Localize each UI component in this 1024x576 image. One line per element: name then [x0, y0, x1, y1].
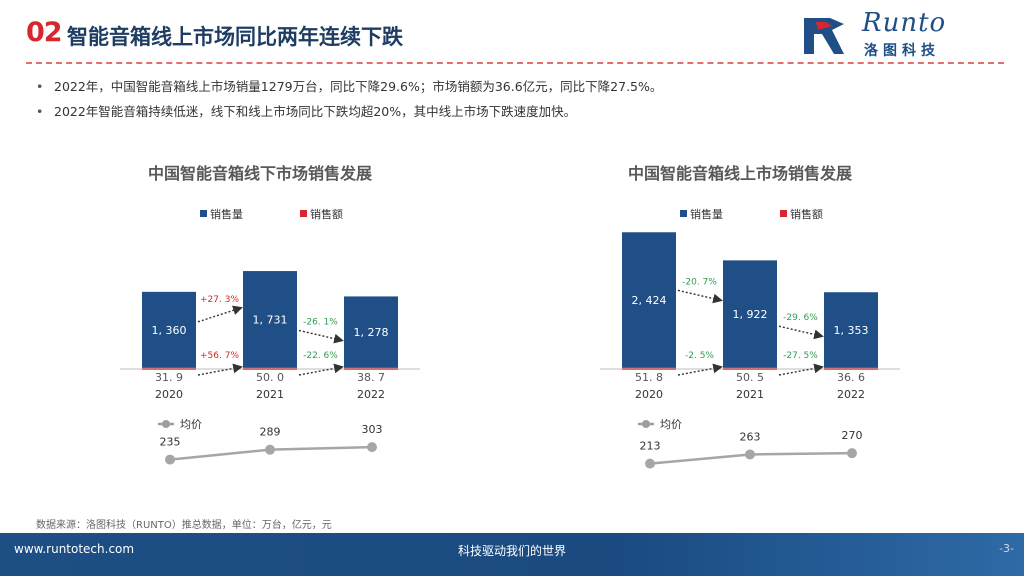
x-tick-label: 2022	[837, 388, 865, 401]
legend-label-avg-price: 均价	[660, 418, 682, 431]
footer-slogan: 科技驱动我们的世界	[457, 544, 566, 558]
growth-label-volume: -29. 6%	[783, 313, 818, 323]
avg-price-label: 270	[842, 429, 863, 442]
bar-volume-label: 1, 731	[253, 314, 288, 327]
bar-volume	[344, 296, 398, 368]
bar-volume-label: 1, 922	[733, 308, 768, 321]
growth-arrow-volume	[677, 289, 723, 304]
legend-label-value: 销售额	[310, 207, 343, 221]
avg-price-point	[745, 449, 755, 460]
bullet-item: 2022年，中国智能音箱线上市场销量1279万台，同比下降29.6%；市场销额为…	[36, 74, 996, 99]
avg-price-point	[367, 442, 377, 453]
legend-swatch-volume	[200, 210, 207, 217]
legend-swatch-volume	[680, 210, 687, 217]
bar-value-label: 38. 7	[357, 371, 385, 384]
growth-arrow-volume	[298, 329, 344, 344]
legend-marker-avg-price	[162, 420, 170, 428]
bar-volume	[723, 260, 777, 368]
bar-volume-label: 1, 278	[354, 326, 389, 339]
footer-url: www.runtotech.com	[14, 542, 135, 556]
avg-price-label: 303	[362, 423, 383, 436]
growth-label-volume: +27. 3%	[200, 295, 239, 305]
bar-volume	[243, 271, 297, 368]
bullet-item: 2022年智能音箱持续低迷，线下和线上市场同比下跌均超20%，其中线上市场下跌速…	[36, 99, 996, 124]
x-tick-label: 2021	[736, 388, 764, 401]
growth-label-value: -27. 5%	[783, 351, 818, 361]
growth-label-value: -2. 5%	[685, 351, 714, 361]
legend-label-volume: 销售量	[210, 207, 243, 221]
avg-price-label: 235	[160, 436, 181, 449]
growth-label-value: -22. 6%	[303, 351, 338, 361]
legend-label-value: 销售额	[790, 207, 823, 221]
x-tick-label: 2022	[357, 388, 385, 401]
growth-arrow-value	[197, 363, 243, 376]
header: 02 智能音箱线上市场同比两年连续下跌 Runto 洛图科技	[0, 0, 1024, 70]
legend-label-volume: 销售量	[690, 207, 723, 221]
page-number: -3-	[999, 542, 1014, 555]
bar-volume-label: 2, 424	[632, 294, 667, 307]
avg-price-point	[265, 444, 275, 455]
bar-value-label: 50. 5	[736, 371, 764, 384]
growth-arrow-volume	[778, 325, 824, 340]
header-divider	[26, 62, 1004, 64]
avg-price-point	[645, 458, 655, 469]
growth-label-volume: -26. 1%	[303, 317, 338, 327]
data-source-note: 数据来源：洛图科技（RUNTO）推总数据，单位：万台，亿元，元	[36, 520, 332, 531]
bar-value-label: 51. 8	[635, 371, 663, 384]
section-number: 02	[26, 17, 63, 48]
page-title: 智能音箱线上市场同比两年连续下跌	[67, 25, 403, 49]
bar-volume-label: 1, 353	[834, 324, 869, 337]
bar-volume	[622, 232, 676, 368]
bar-volume-label: 1, 360	[152, 324, 187, 337]
bar-volume	[142, 291, 196, 368]
avg-price-label: 263	[740, 430, 761, 443]
legend-marker-avg-price	[642, 420, 650, 428]
growth-label-value: +56. 7%	[200, 351, 239, 361]
avg-price-label: 289	[260, 426, 281, 439]
growth-arrow-value	[298, 363, 344, 376]
x-tick-label: 2020	[635, 388, 663, 401]
growth-arrow-volume	[197, 305, 243, 323]
avg-price-label: 213	[640, 440, 661, 453]
legend-swatch-value	[300, 210, 307, 217]
offline-chart-title: 中国智能音箱线下市场销售发展	[148, 164, 373, 183]
x-tick-label: 2021	[256, 388, 284, 401]
growth-arrow-value	[677, 363, 723, 376]
summary-bullets: 2022年，中国智能音箱线上市场销量1279万台，同比下降29.6%；市场销额为…	[36, 74, 996, 124]
bar-value-label: 31. 9	[155, 371, 183, 384]
bar-volume	[824, 292, 878, 368]
offline-sales-chart: 销售量 销售额 1, 360 31. 9 2020 1, 731 50. 0 2021 1, 2…	[120, 207, 420, 465]
x-tick-label: 2020	[155, 388, 183, 401]
legend-swatch-value	[780, 210, 787, 217]
logo-chinese-name: 洛图科技	[864, 43, 940, 59]
online-chart-title: 中国智能音箱线上市场销售发展	[628, 164, 853, 183]
growth-label-volume: -20. 7%	[682, 277, 717, 287]
bar-value-label: 36. 6	[837, 371, 865, 384]
legend-label-avg-price: 均价	[180, 418, 202, 431]
growth-arrow-value	[778, 363, 824, 376]
avg-price-point	[165, 454, 175, 465]
logo-mark-accent-icon	[816, 22, 832, 30]
runto-logo	[804, 18, 844, 54]
bar-value-label: 50. 0	[256, 371, 284, 384]
logo-wordmark: Runto	[862, 8, 947, 38]
avg-price-point	[847, 448, 857, 459]
footer-bar: www.runtotech.com 科技驱动我们的世界 -3-	[0, 533, 1024, 576]
online-sales-chart: 销售量 销售额 2, 424 51. 8 2020 1, 922 50. 5 2021 1, 3…	[600, 207, 900, 469]
logo-mark-icon	[804, 18, 844, 54]
